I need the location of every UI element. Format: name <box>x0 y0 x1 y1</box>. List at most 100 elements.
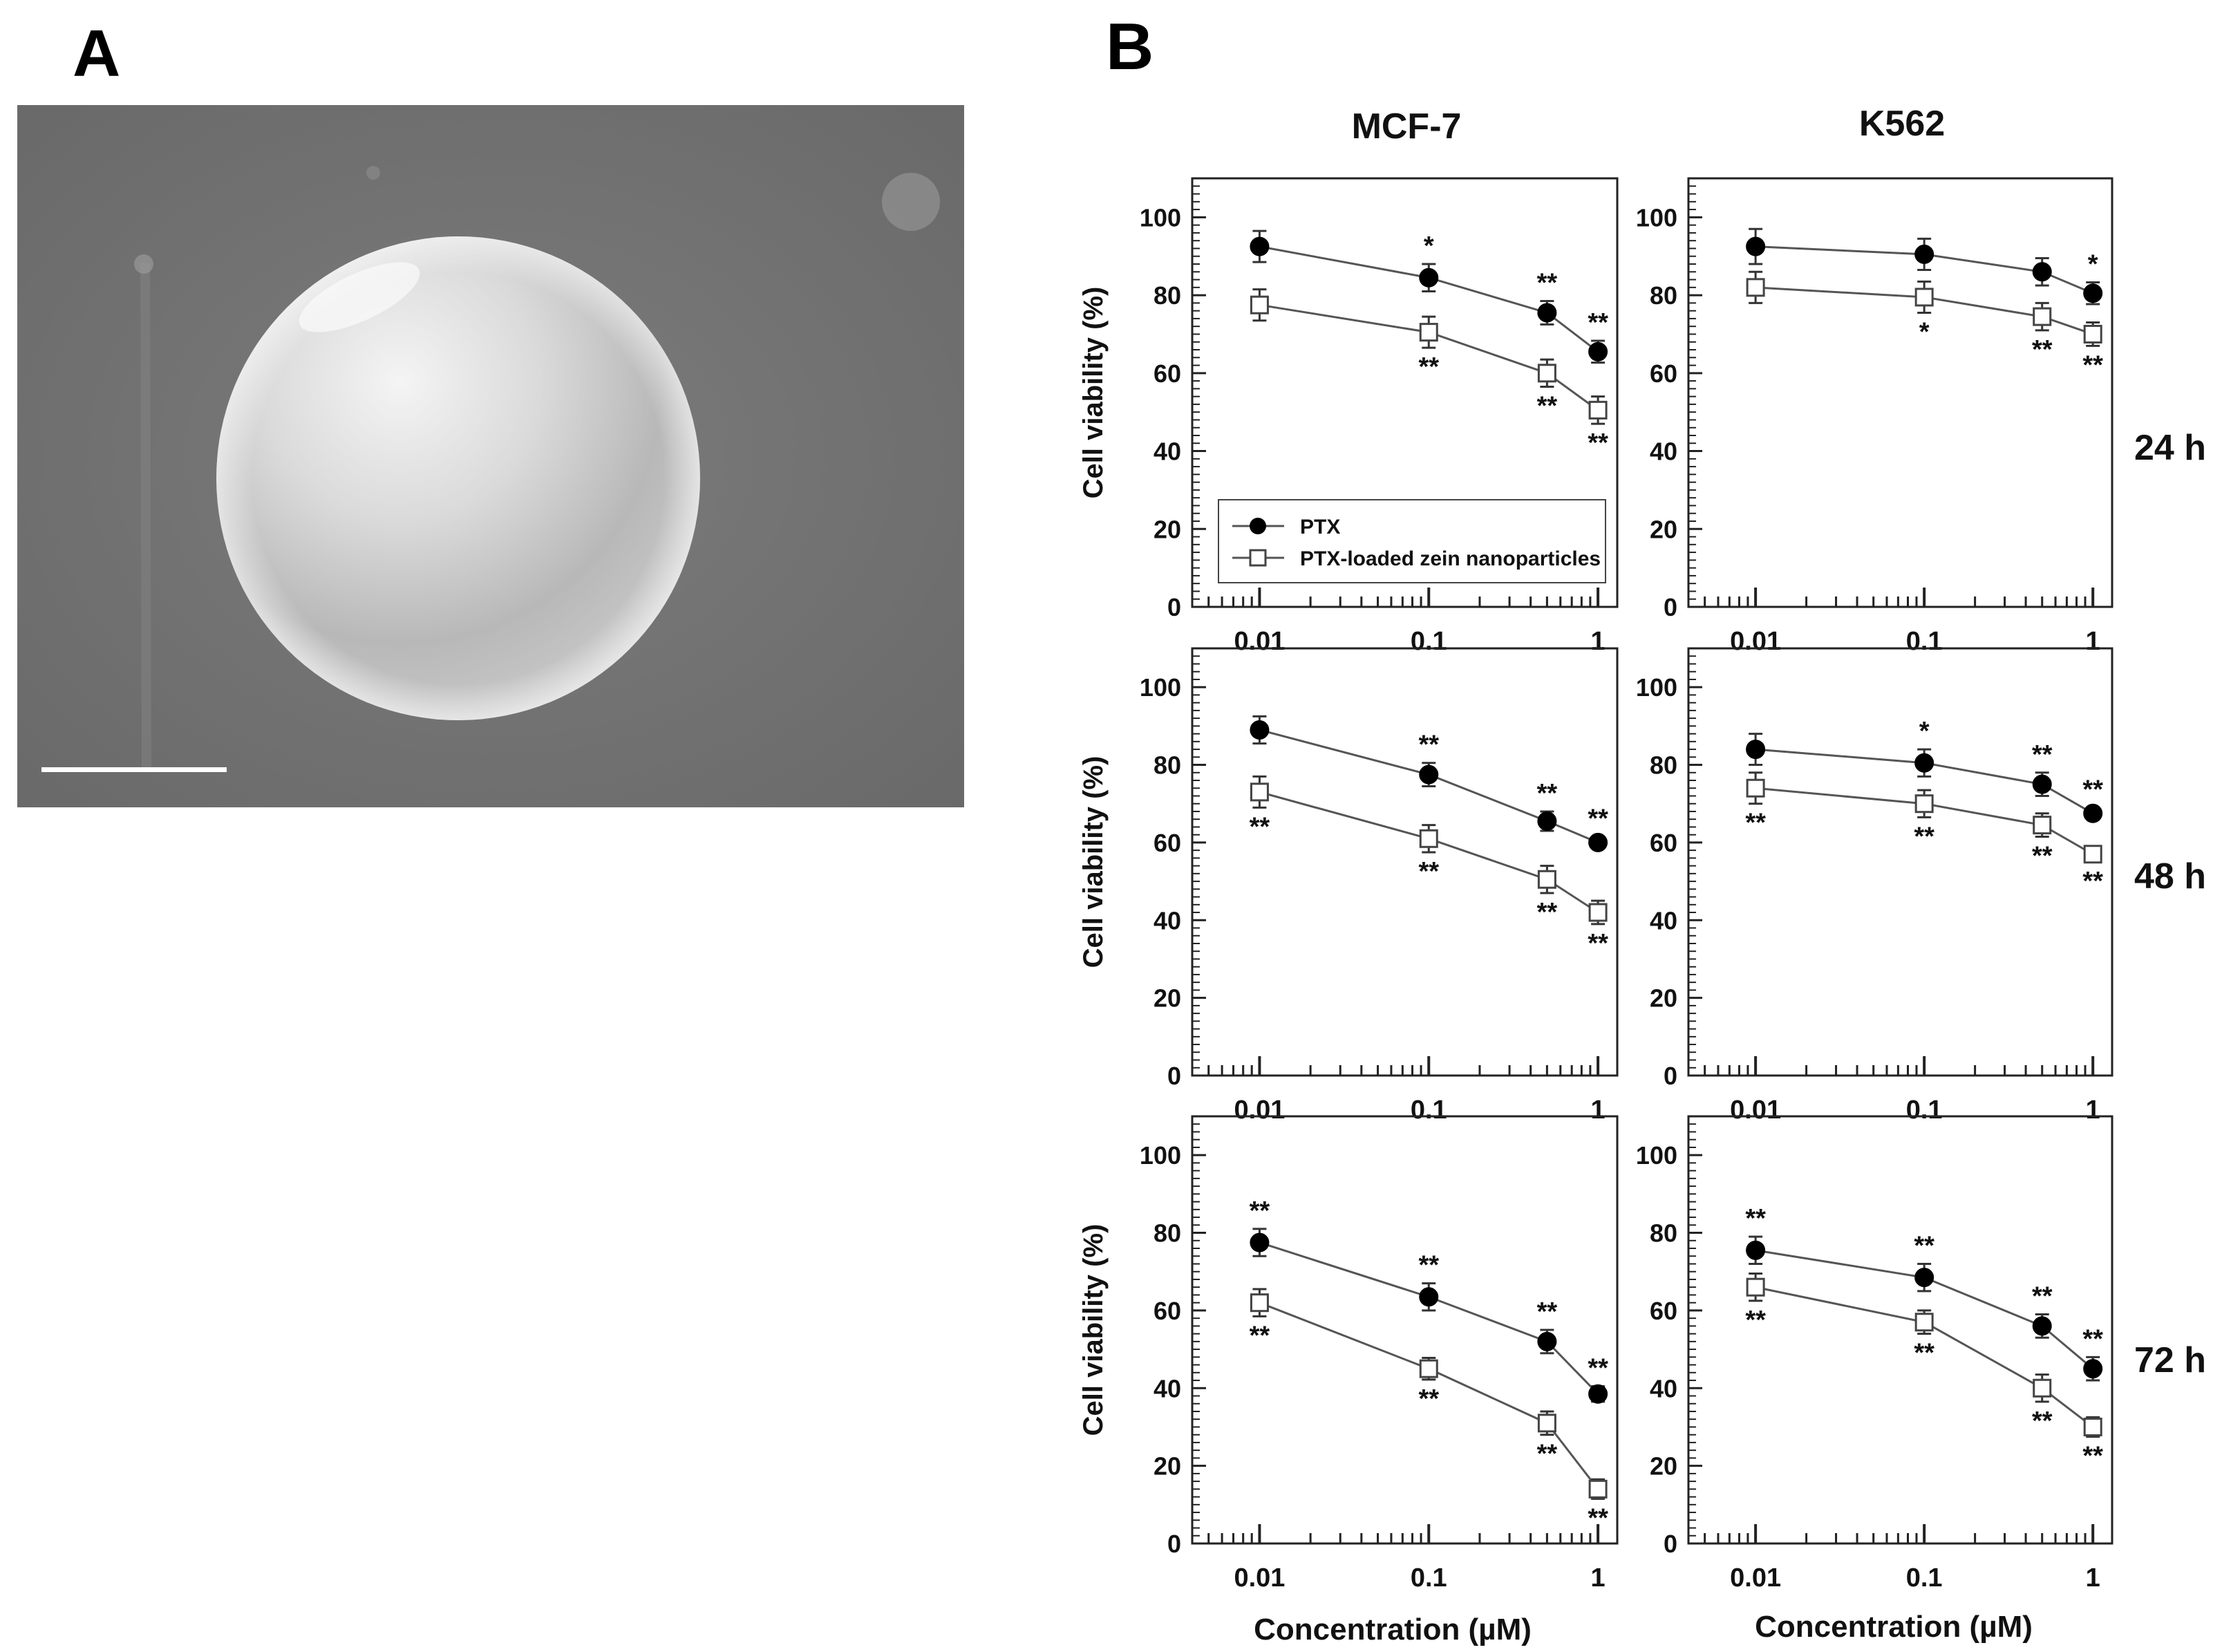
series-line <box>1259 1241 1599 1395</box>
y-tick-label: 80 <box>1650 281 1677 310</box>
significance-label: ** <box>2082 350 2103 379</box>
sem-debris <box>882 173 940 231</box>
significance-label: ** <box>1745 809 1766 838</box>
x-tick-label: 0.1 <box>1906 1096 1943 1125</box>
x-axis-label-k562: Concentration (µM) <box>1755 1610 2033 1644</box>
sem-sphere-highlight <box>299 262 420 332</box>
data-point <box>1914 1313 1934 1332</box>
y-axis-label: Cell viability (%) <box>1078 287 1109 499</box>
data-point <box>2032 262 2052 282</box>
significance-label: ** <box>1537 1440 1558 1469</box>
data-point <box>1250 782 1269 802</box>
significance-label: ** <box>1588 929 1608 958</box>
y-tick-label: 100 <box>1140 1141 1181 1170</box>
significance-label: ** <box>1250 1196 1270 1226</box>
y-tick-label: 60 <box>1154 829 1181 857</box>
data-point <box>1250 1293 1269 1313</box>
data-point <box>1914 1268 1934 1288</box>
sem-sphere-rim <box>216 236 700 720</box>
y-tick-label: 100 <box>1636 673 1677 702</box>
series-zein-nanoparticles: ** ** ** ** <box>1745 1273 2103 1471</box>
series-zein-nanoparticles: ** ** ** ** <box>1745 771 2103 896</box>
series-ptx: ** ** ** <box>1250 715 1608 852</box>
series-ptx: ** ** ** ** <box>1250 1196 1608 1404</box>
y-tick-label: 0 <box>1167 593 1181 621</box>
y-tick-label: 100 <box>1140 203 1181 232</box>
data-point <box>2033 1378 2052 1398</box>
y-tick-label: 60 <box>1154 359 1181 388</box>
plot-mcf-7-72-h: 0 20 40 60 80 100 0.01 0.1 1 Cell viability (%) **… <box>1078 1115 1619 1593</box>
plot-frame <box>1191 1115 1619 1545</box>
x-tick-label: 1 <box>2086 1096 2100 1125</box>
data-point <box>1537 870 1556 889</box>
plot-mcf-7-48-h: 0 20 40 60 80 100 0.01 0.1 1 Cell viability (%) **… <box>1078 647 1619 1125</box>
data-point <box>2083 845 2102 864</box>
data-point <box>2083 1359 2103 1379</box>
series-zein-nanoparticles: ** ** ** <box>1250 288 1608 458</box>
y-tick-label: 80 <box>1154 751 1181 780</box>
sem-streak <box>140 262 151 768</box>
significance-label: ** <box>1537 898 1558 927</box>
series-ptx: ***** <box>1746 717 2103 823</box>
data-point <box>1537 1414 1556 1433</box>
y-tick-label: 20 <box>1650 515 1677 543</box>
y-axis-label: Cell viability (%) <box>1078 1224 1109 1436</box>
y-tick-label: 0 <box>1664 593 1677 621</box>
series-line <box>1755 787 2093 856</box>
significance-label: ** <box>1745 1204 1766 1233</box>
data-point <box>1588 832 1608 852</box>
data-point <box>1419 829 1438 848</box>
data-point <box>1537 811 1557 832</box>
series-line <box>1259 729 1599 844</box>
data-point <box>2083 324 2102 344</box>
y-tick-label: 40 <box>1650 438 1677 466</box>
data-point <box>1537 303 1557 323</box>
data-point <box>1914 244 1934 264</box>
series-line <box>1259 791 1599 914</box>
panel-a-letter: A <box>73 17 120 91</box>
significance-label: ** <box>2082 1324 2103 1353</box>
series-ptx: ** ** ** ** <box>1745 1204 2103 1382</box>
significance-label: ** <box>2032 1407 2053 1436</box>
significance-label: ** <box>1914 822 1934 851</box>
row-label-24h: 24 h <box>2134 428 2206 468</box>
y-tick-label: 0 <box>1167 1530 1181 1558</box>
x-tick-label: 1 <box>1591 627 1606 656</box>
significance-label: ** <box>2032 1282 2053 1311</box>
data-point <box>1746 278 1765 297</box>
x-tick-label: 0.01 <box>1234 627 1285 656</box>
data-point <box>1588 903 1608 922</box>
y-tick-label: 60 <box>1650 359 1677 388</box>
y-tick-label: 100 <box>1636 1141 1677 1170</box>
significance-label: ** <box>1537 1297 1558 1326</box>
series-line <box>1755 1286 2094 1428</box>
y-tick-label: 20 <box>1154 515 1181 543</box>
significance-label: ** <box>1745 1306 1766 1335</box>
series-line <box>1259 245 1599 353</box>
significance-label: ** <box>2082 1442 2103 1471</box>
significance-label: ** <box>1588 429 1608 458</box>
sem-debris <box>134 254 153 274</box>
sem-debris <box>366 166 380 180</box>
significance-label: ** <box>1418 857 1439 886</box>
significance-label: ** <box>2032 335 2053 364</box>
y-tick-label: 80 <box>1650 751 1677 780</box>
significance-label: ** <box>1418 731 1439 760</box>
plot-k562-72-h: 0 20 40 60 80 100 0.01 0.1 1 ** ** ** ** ** ** ** ** <box>1636 1115 2113 1593</box>
x-tick-label: 0.1 <box>1411 627 1447 656</box>
data-point <box>1419 1287 1439 1307</box>
significance-label: ** <box>2082 867 2103 896</box>
x-tick-label: 0.1 <box>1906 1564 1943 1593</box>
x-tick-label: 0.01 <box>1234 1564 1285 1593</box>
data-point <box>1250 236 1270 256</box>
significance-label: ** <box>1250 812 1270 841</box>
column-title-k562: K562 <box>1859 104 1945 144</box>
y-tick-label: 40 <box>1650 1374 1677 1402</box>
data-point <box>2033 816 2052 835</box>
plot-frame <box>1191 647 1619 1077</box>
